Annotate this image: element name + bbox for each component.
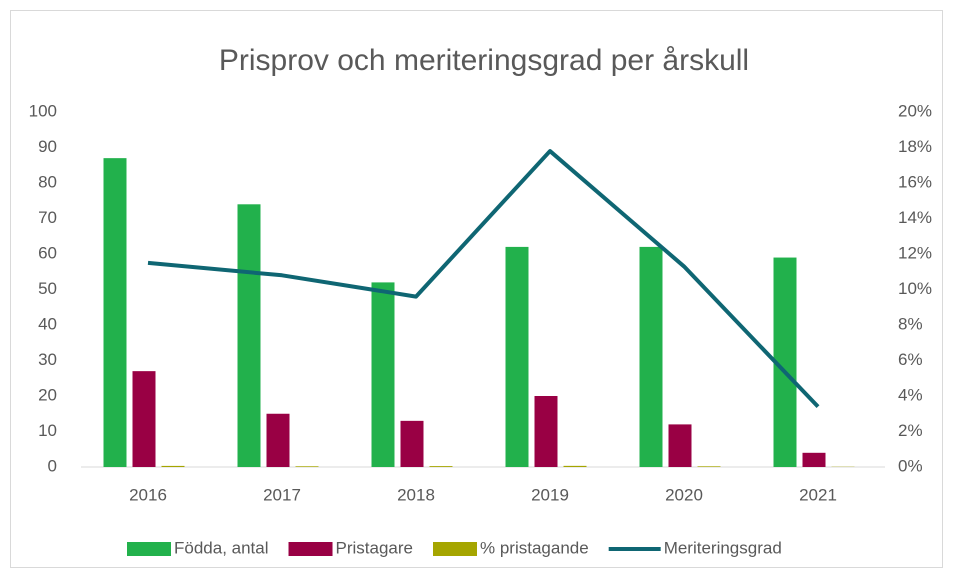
bar (803, 453, 826, 467)
bar (296, 466, 319, 467)
x-tick-label: 2019 (531, 485, 569, 504)
bar (133, 371, 156, 467)
y-tick-label: 100 (29, 101, 57, 120)
bar (162, 466, 185, 467)
bar (698, 466, 721, 467)
y-tick-label: 60 (38, 243, 57, 262)
bar (640, 247, 663, 467)
y2-tick-label: 18% (898, 137, 932, 156)
chart-border (11, 11, 943, 568)
legend-swatch (289, 542, 333, 556)
x-tick-label: 2018 (397, 485, 435, 504)
bar (267, 414, 290, 467)
y-tick-label: 70 (38, 208, 57, 227)
y2-tick-label: 2% (898, 421, 923, 440)
y-tick-label: 80 (38, 172, 57, 191)
chart-title: Prisprov och meriteringsgrad per årskull (219, 44, 749, 77)
x-tick-label: 2016 (129, 485, 167, 504)
bar (238, 204, 261, 467)
bar (506, 247, 529, 467)
y2-tick-label: 12% (898, 243, 932, 262)
y-tick-label: 40 (38, 314, 57, 333)
y2-tick-label: 20% (898, 101, 932, 120)
y2-tick-label: 14% (898, 208, 932, 227)
bar (535, 396, 558, 467)
y-tick-label: 90 (38, 137, 57, 156)
x-tick-label: 2020 (665, 485, 703, 504)
legend-swatch (127, 542, 171, 556)
bar (564, 466, 587, 467)
y2-tick-label: 6% (898, 350, 923, 369)
bar (669, 424, 692, 467)
bar (104, 158, 127, 467)
x-tick-label: 2021 (799, 485, 837, 504)
bar (430, 466, 453, 467)
x-tick-label: 2017 (263, 485, 301, 504)
y2-tick-label: 4% (898, 385, 923, 404)
legend-swatch (433, 542, 477, 556)
y-tick-label: 0 (48, 456, 57, 475)
bar (401, 421, 424, 467)
legend-label: Meriteringsgrad (664, 538, 782, 557)
y2-tick-label: 10% (898, 279, 932, 298)
legend-label: Födda, antal (174, 538, 269, 557)
y-tick-label: 30 (38, 350, 57, 369)
legend-label: % pristagande (480, 538, 589, 557)
y-tick-label: 20 (38, 385, 57, 404)
y-tick-label: 50 (38, 279, 57, 298)
bar (372, 282, 395, 467)
legend-label: Pristagare (336, 538, 413, 557)
y2-tick-label: 16% (898, 172, 932, 191)
y-tick-label: 10 (38, 421, 57, 440)
y2-tick-label: 0% (898, 456, 923, 475)
y2-tick-label: 8% (898, 314, 923, 333)
